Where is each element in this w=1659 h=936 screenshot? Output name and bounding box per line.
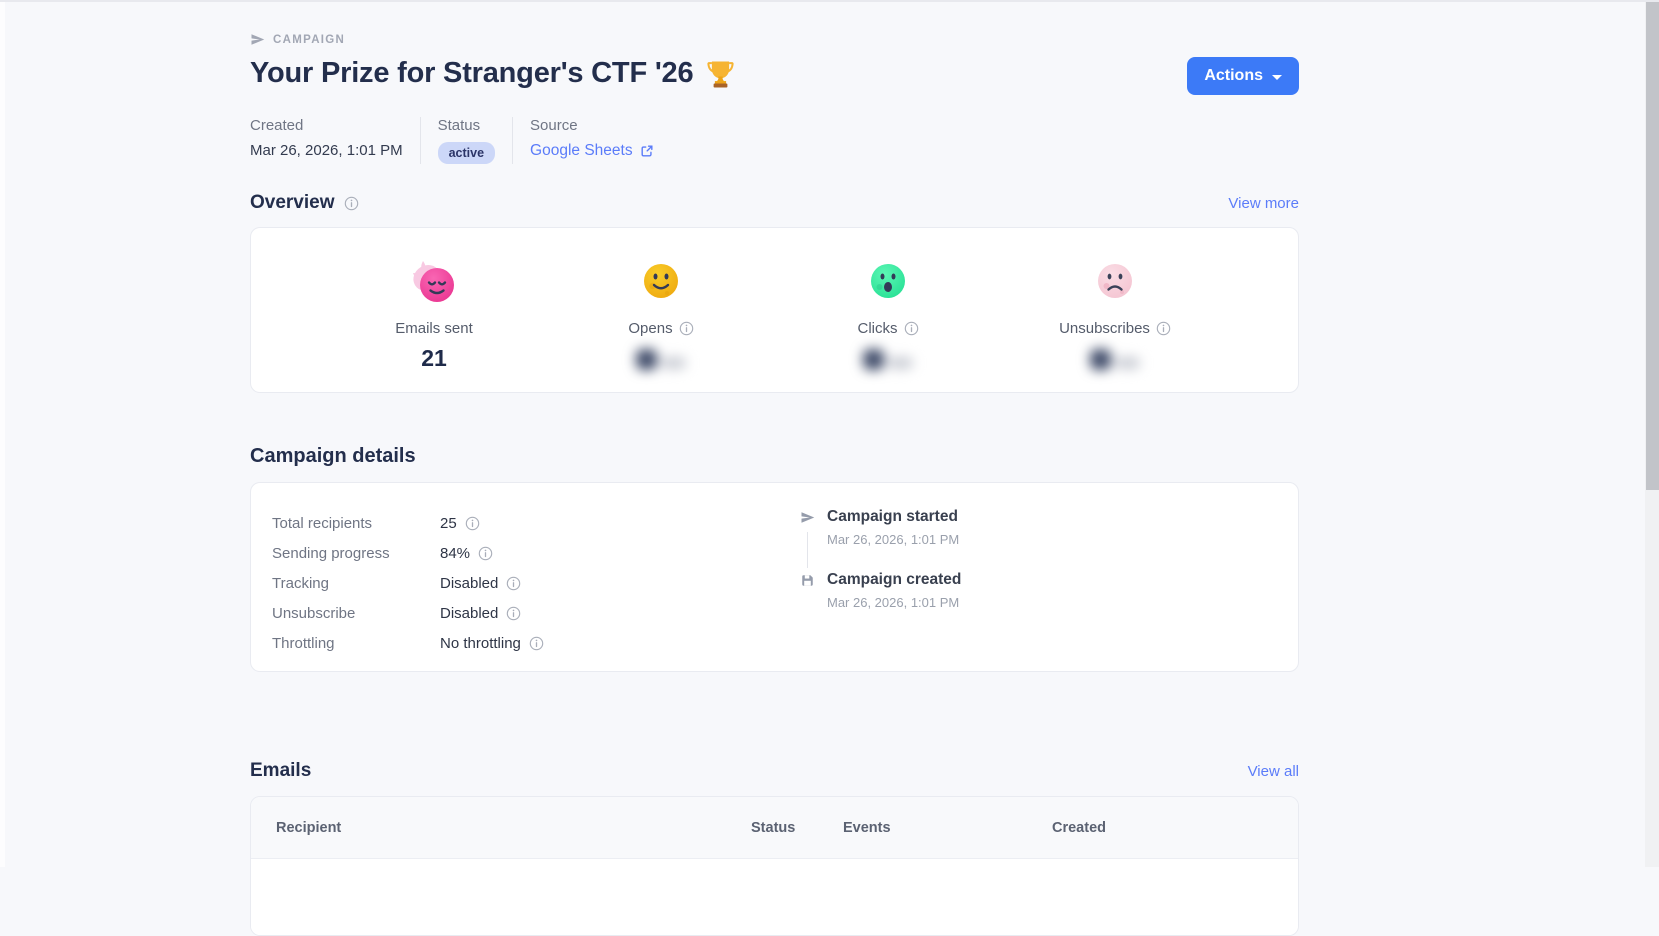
pink-sad-face-icon xyxy=(1094,260,1136,304)
campaign-meta: Created Mar 26, 2026, 1:01 PM Status act… xyxy=(250,117,1299,164)
actions-button[interactable]: Actions xyxy=(1187,57,1299,95)
timeline-connector xyxy=(807,532,808,568)
send-icon xyxy=(250,32,265,47)
comet-happy-face-icon xyxy=(410,260,458,304)
view-all-link[interactable]: View all xyxy=(1247,762,1299,780)
emails-heading: Emails xyxy=(250,760,312,781)
detail-row: Sending progress 84% xyxy=(272,538,1298,568)
view-more-link[interactable]: View more xyxy=(1228,194,1299,212)
stat-label: Unsubscribes xyxy=(1059,320,1150,337)
detail-value: No throttling xyxy=(440,634,521,652)
page-top-border xyxy=(0,0,1659,2)
detail-value: 25 xyxy=(440,514,457,532)
column-recipient: Recipient xyxy=(276,819,342,836)
info-icon[interactable] xyxy=(679,321,694,336)
stat-clicks: Clicks xyxy=(793,260,983,392)
timeline-item: Campaign started Mar 26, 2026, 1:01 PM xyxy=(800,508,961,568)
detail-row: Tracking Disabled xyxy=(272,568,1298,598)
detail-label: Sending progress xyxy=(272,544,390,562)
detail-row: Total recipients 25 xyxy=(272,508,1298,538)
info-icon[interactable] xyxy=(1156,321,1171,336)
stat-opens: Opens xyxy=(566,260,756,392)
breadcrumb-label: CAMPAIGN xyxy=(273,33,346,46)
timeline-date: Mar 26, 2026, 1:01 PM xyxy=(827,532,960,547)
meta-status: Status active xyxy=(437,117,496,164)
source-label: Source xyxy=(530,117,578,134)
source-link[interactable]: Google Sheets xyxy=(530,142,654,160)
detail-label: Total recipients xyxy=(272,514,373,532)
green-surprised-face-icon xyxy=(867,260,909,304)
stat-value-blurred xyxy=(636,345,686,373)
info-icon[interactable] xyxy=(506,606,521,621)
info-icon[interactable] xyxy=(344,196,359,211)
info-icon[interactable] xyxy=(506,576,521,591)
info-icon[interactable] xyxy=(478,546,493,561)
emails-table-header: Recipient Status Events Created xyxy=(251,797,1298,859)
stat-label: Opens xyxy=(628,320,673,337)
breadcrumb: CAMPAIGN xyxy=(250,32,1299,47)
chevron-down-icon xyxy=(1272,74,1282,80)
detail-label: Tracking xyxy=(272,574,329,592)
yellow-smiley-face-icon xyxy=(640,260,682,304)
created-label: Created xyxy=(250,117,304,134)
detail-label: Throttling xyxy=(272,634,335,652)
main-content: CAMPAIGN Your Prize for Stranger's CTF '… xyxy=(250,0,1299,936)
timeline-item: Campaign created Mar 26, 2026, 1:01 PM xyxy=(800,571,961,610)
send-icon xyxy=(800,508,816,547)
save-icon xyxy=(800,571,816,610)
status-badge: active xyxy=(437,142,496,164)
stat-value-blurred xyxy=(863,345,913,373)
campaign-details-card: Total recipients 25 Sending progress 84%… xyxy=(250,482,1299,672)
detail-row: Unsubscribe Disabled xyxy=(272,598,1298,628)
divider xyxy=(419,117,421,164)
detail-value: Disabled xyxy=(440,604,499,622)
meta-created: Created Mar 26, 2026, 1:01 PM xyxy=(250,117,403,164)
stat-value: 21 xyxy=(421,345,447,371)
left-edge-strip xyxy=(0,2,5,867)
campaign-timeline: Campaign started Mar 26, 2026, 1:01 PM C… xyxy=(800,508,961,610)
detail-value: 84% xyxy=(440,544,471,562)
column-events: Events xyxy=(843,819,891,836)
overview-card: Emails sent 21 Opens xyxy=(250,227,1299,393)
page-title: Your Prize for Stranger's CTF '26 xyxy=(250,57,736,90)
stat-label: Clicks xyxy=(857,320,898,337)
trophy-icon xyxy=(705,58,736,89)
stat-label: Emails sent xyxy=(395,320,473,337)
external-link-icon xyxy=(640,144,654,158)
status-label: Status xyxy=(437,117,481,134)
column-created: Created xyxy=(1052,819,1106,836)
info-icon[interactable] xyxy=(904,321,919,336)
detail-row: Throttling No throttling xyxy=(272,628,1298,658)
divider xyxy=(512,117,514,164)
campaign-details-heading: Campaign details xyxy=(250,445,416,467)
timeline-title: Campaign created xyxy=(827,571,962,588)
detail-value: Disabled xyxy=(440,574,499,592)
vertical-scrollbar-thumb[interactable] xyxy=(1646,2,1659,490)
table-row xyxy=(251,859,1298,935)
timeline-title: Campaign started xyxy=(827,508,958,525)
vertical-scrollbar-track[interactable] xyxy=(1645,2,1659,867)
meta-source: Source Google Sheets xyxy=(530,117,654,164)
stat-emails-sent: Emails sent 21 xyxy=(339,260,529,392)
created-value: Mar 26, 2026, 1:01 PM xyxy=(250,142,403,159)
emails-table: Recipient Status Events Created xyxy=(250,796,1299,936)
info-icon[interactable] xyxy=(529,636,544,651)
info-icon[interactable] xyxy=(465,516,480,531)
stat-unsubscribes: Unsubscribes xyxy=(1020,260,1210,392)
overview-heading: Overview xyxy=(250,192,359,214)
detail-label: Unsubscribe xyxy=(272,604,356,622)
column-status: Status xyxy=(751,819,796,836)
timeline-date: Mar 26, 2026, 1:01 PM xyxy=(827,595,960,610)
stat-value-blurred xyxy=(1090,345,1140,373)
